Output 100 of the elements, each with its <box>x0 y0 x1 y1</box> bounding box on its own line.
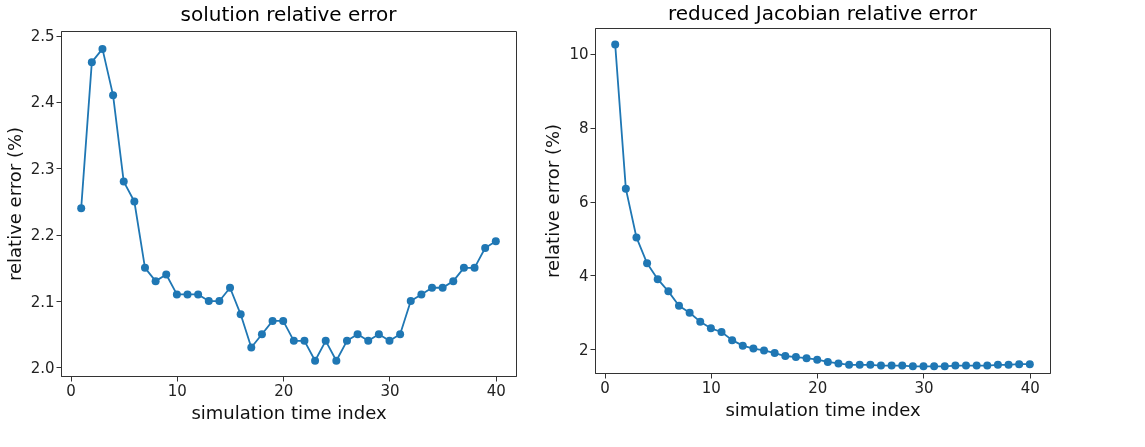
point <box>289 336 298 345</box>
y-tick-label: 2.1 <box>30 292 55 311</box>
point <box>396 330 405 339</box>
point <box>823 357 832 366</box>
x-tick-label: 0 <box>66 381 76 400</box>
point <box>983 361 992 370</box>
point <box>643 259 652 268</box>
point <box>406 297 415 306</box>
x-tick-label: 40 <box>486 381 506 400</box>
x-tick-label: 20 <box>274 381 294 400</box>
point <box>183 290 192 299</box>
point <box>717 328 726 336</box>
y-tick-label: 2.3 <box>30 159 55 178</box>
point <box>140 263 149 272</box>
x-axis-title: simulation time index <box>725 398 921 420</box>
point <box>653 275 662 284</box>
point <box>226 283 235 292</box>
y-tick-label: 2.5 <box>30 27 55 46</box>
point <box>866 360 875 369</box>
point <box>674 301 683 310</box>
y-tick-label: 2.0 <box>30 358 55 377</box>
x-tick-label: 10 <box>167 381 187 400</box>
point <box>87 58 96 67</box>
point <box>428 283 437 292</box>
point <box>311 356 320 365</box>
x-tick-label: 30 <box>380 381 400 400</box>
y-tick-label: 10 <box>569 45 589 64</box>
point <box>172 290 181 299</box>
point <box>706 324 715 333</box>
point <box>364 336 373 345</box>
point <box>930 362 939 371</box>
point <box>908 362 917 371</box>
point <box>834 359 843 368</box>
point <box>77 204 86 213</box>
point <box>760 346 769 355</box>
point <box>300 336 309 345</box>
point <box>417 290 426 299</box>
point <box>781 352 790 360</box>
x-tick-label: 20 <box>808 378 828 397</box>
point <box>459 263 468 272</box>
point <box>321 336 330 345</box>
y-tick-label: 8 <box>578 119 589 138</box>
point <box>236 310 245 319</box>
y-tick-label: 2.2 <box>30 226 55 245</box>
point <box>993 360 1002 369</box>
point <box>876 361 885 370</box>
point <box>855 360 864 369</box>
point <box>611 40 620 49</box>
point <box>130 197 139 206</box>
point <box>685 308 694 317</box>
y-tick-label: 6 <box>578 193 589 212</box>
point <box>1025 360 1034 369</box>
point <box>898 361 907 370</box>
x-axis-title: simulation time index <box>191 401 387 423</box>
y-tick-label: 2 <box>578 340 589 359</box>
point <box>109 91 118 100</box>
point <box>215 297 224 306</box>
y-tick-label: 2.4 <box>30 93 55 112</box>
point <box>353 330 362 339</box>
point <box>728 336 737 345</box>
point <box>151 277 160 286</box>
y-axis-title: relative error (%) <box>3 126 25 282</box>
point <box>972 361 981 370</box>
point <box>664 287 673 296</box>
point <box>481 243 490 252</box>
point <box>342 336 351 345</box>
point <box>962 361 971 370</box>
point <box>1015 360 1024 369</box>
x-tick-label: 30 <box>914 378 934 397</box>
point <box>791 353 800 362</box>
point <box>887 361 896 370</box>
point <box>738 341 747 350</box>
point <box>257 330 266 339</box>
point <box>491 237 500 246</box>
point <box>247 343 256 352</box>
point <box>194 290 203 299</box>
x-tick-label: 0 <box>600 378 610 397</box>
y-tick-label: 4 <box>578 266 589 285</box>
point <box>162 270 171 279</box>
point <box>449 277 458 286</box>
point <box>813 355 822 364</box>
chart-title: solution relative error <box>180 1 398 26</box>
point <box>940 362 949 371</box>
x-tick-label: 40 <box>1020 378 1040 397</box>
y-axis-title: relative error (%) <box>542 123 564 279</box>
point <box>438 283 447 292</box>
point <box>770 349 779 358</box>
point <box>332 356 341 365</box>
point <box>951 361 960 370</box>
point <box>279 316 288 325</box>
point <box>749 344 758 353</box>
point <box>119 177 128 186</box>
point <box>621 184 630 193</box>
chart-title: reduced Jacobian relative error <box>668 1 978 25</box>
point <box>845 360 854 369</box>
point <box>919 362 928 371</box>
point <box>1004 360 1013 369</box>
point <box>385 336 394 345</box>
point <box>268 316 277 325</box>
point <box>374 330 383 339</box>
